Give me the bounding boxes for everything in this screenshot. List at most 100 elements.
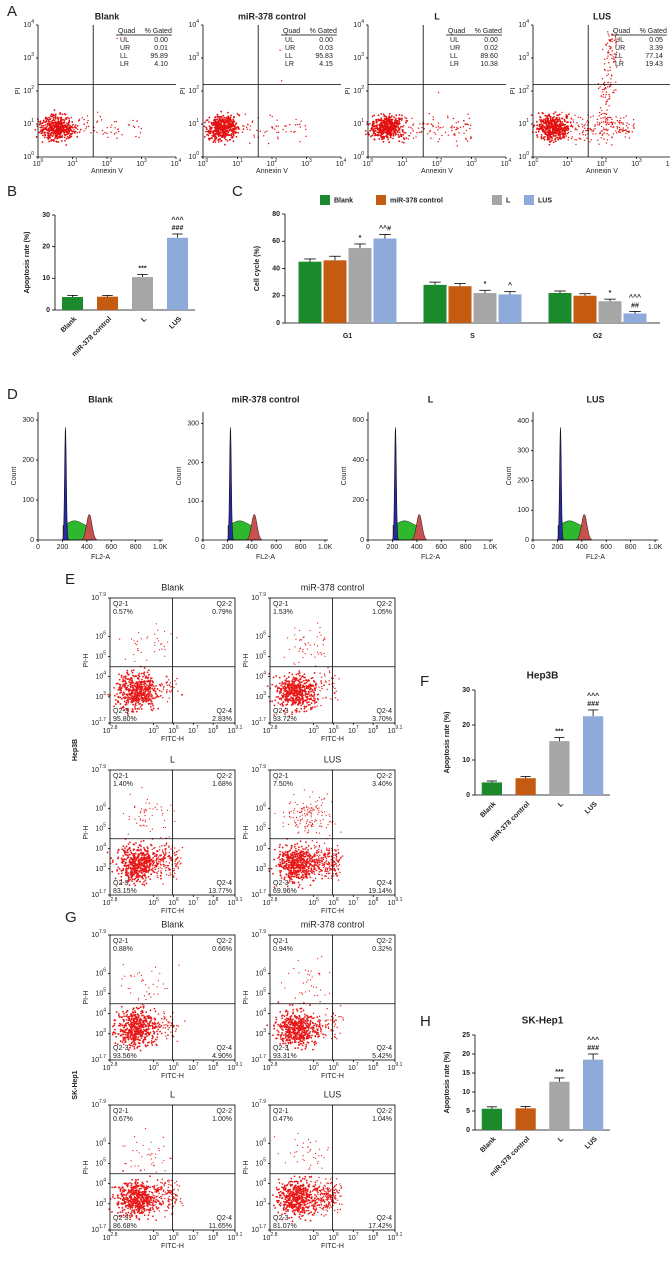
event-dot — [147, 688, 150, 691]
event-dot — [284, 686, 287, 689]
event-dot — [127, 833, 129, 835]
event-dot — [129, 679, 132, 682]
event-dot — [61, 113, 64, 116]
event-dot — [144, 879, 147, 882]
event-dot — [133, 878, 136, 881]
stats-header: % Gated — [310, 28, 337, 35]
event-dot — [117, 696, 120, 699]
event-dot — [567, 139, 569, 141]
stats-value: 89.60 — [480, 53, 498, 60]
event-dot — [450, 126, 452, 128]
event-dot — [154, 847, 156, 849]
event-dot — [145, 802, 147, 804]
tick-base: 10 — [168, 728, 176, 735]
event-dot — [147, 869, 150, 872]
event-dot — [136, 640, 138, 642]
event-dot — [70, 129, 73, 131]
event-dot — [605, 142, 608, 144]
event-dot — [227, 134, 230, 137]
event-dot — [232, 130, 235, 132]
event-dot — [294, 679, 297, 682]
event-dot — [147, 693, 150, 696]
event-dot — [303, 673, 306, 676]
event-dot — [623, 129, 625, 132]
event-dot — [54, 115, 57, 118]
event-dot — [137, 126, 140, 128]
event-dot — [227, 123, 230, 126]
event-dot — [323, 652, 325, 655]
event-dot — [540, 136, 543, 138]
tick-label: 101 — [518, 118, 529, 128]
cell-line-label: Hep3B — [72, 739, 79, 761]
event-dot — [442, 126, 444, 128]
event-dot — [116, 693, 118, 695]
event-dot — [301, 675, 304, 678]
event-dot — [294, 634, 296, 636]
event-dot — [281, 702, 284, 705]
event-dot — [114, 127, 116, 129]
event-dot — [60, 127, 63, 130]
event-dot — [158, 858, 160, 860]
event-dot — [322, 644, 324, 646]
event-dot — [304, 125, 307, 127]
event-dot — [543, 138, 546, 141]
event-dot — [144, 821, 146, 823]
event-dot — [161, 814, 163, 816]
event-dot — [434, 133, 437, 135]
x-tick-label: 0 — [366, 544, 370, 551]
event-dot — [179, 863, 181, 865]
tick-base: 10 — [301, 161, 309, 168]
tick-label: 100 — [23, 151, 34, 161]
event-dot — [135, 872, 138, 875]
stats-header: Quad — [118, 28, 135, 35]
event-dot — [378, 127, 381, 130]
event-dot — [143, 874, 146, 877]
event-dot — [603, 132, 605, 134]
event-dot — [399, 127, 401, 129]
event-dot — [241, 131, 244, 133]
event-dot — [299, 683, 302, 686]
plot-title: miR-378 control — [301, 582, 365, 592]
event-dot — [608, 105, 610, 107]
event-dot — [157, 629, 159, 631]
tick-base: 10 — [255, 653, 263, 660]
event-dot — [543, 118, 545, 121]
event-dot — [619, 121, 621, 123]
event-dot — [119, 696, 122, 699]
tick-base: 10 — [91, 892, 99, 899]
event-dot — [286, 684, 289, 687]
x-tick-label: 600 — [270, 544, 282, 551]
event-dot — [272, 676, 275, 679]
y-axis-label: PI — [180, 88, 187, 95]
event-dot — [149, 862, 152, 865]
event-dot — [140, 845, 143, 848]
event-dot — [243, 125, 245, 127]
event-dot — [469, 127, 471, 130]
tick-label: 104 — [23, 19, 34, 29]
plot-title: L — [428, 394, 434, 404]
event-dot — [49, 123, 52, 126]
event-dot — [277, 702, 280, 704]
event-dot — [213, 119, 215, 122]
tick-label: 101 — [397, 158, 408, 168]
g2-peak — [246, 514, 262, 541]
y-axis-label: PI-H — [83, 826, 90, 840]
event-dot — [83, 130, 85, 132]
event-dot — [298, 686, 301, 689]
event-dot — [574, 139, 576, 141]
event-dot — [168, 856, 170, 858]
event-dot — [140, 127, 142, 130]
tick-label: 101.7 — [91, 717, 106, 727]
event-dot — [313, 693, 316, 695]
event-dot — [127, 690, 130, 693]
event-dot — [215, 130, 218, 133]
tick-base: 10 — [388, 728, 396, 735]
event-dot — [607, 50, 609, 52]
event-dot — [558, 126, 560, 129]
event-dot — [299, 639, 301, 641]
tick-base: 10 — [232, 161, 240, 168]
event-dot — [233, 130, 236, 133]
panel-letter: E — [65, 571, 75, 588]
event-dot — [544, 133, 547, 136]
event-dot — [113, 705, 115, 708]
